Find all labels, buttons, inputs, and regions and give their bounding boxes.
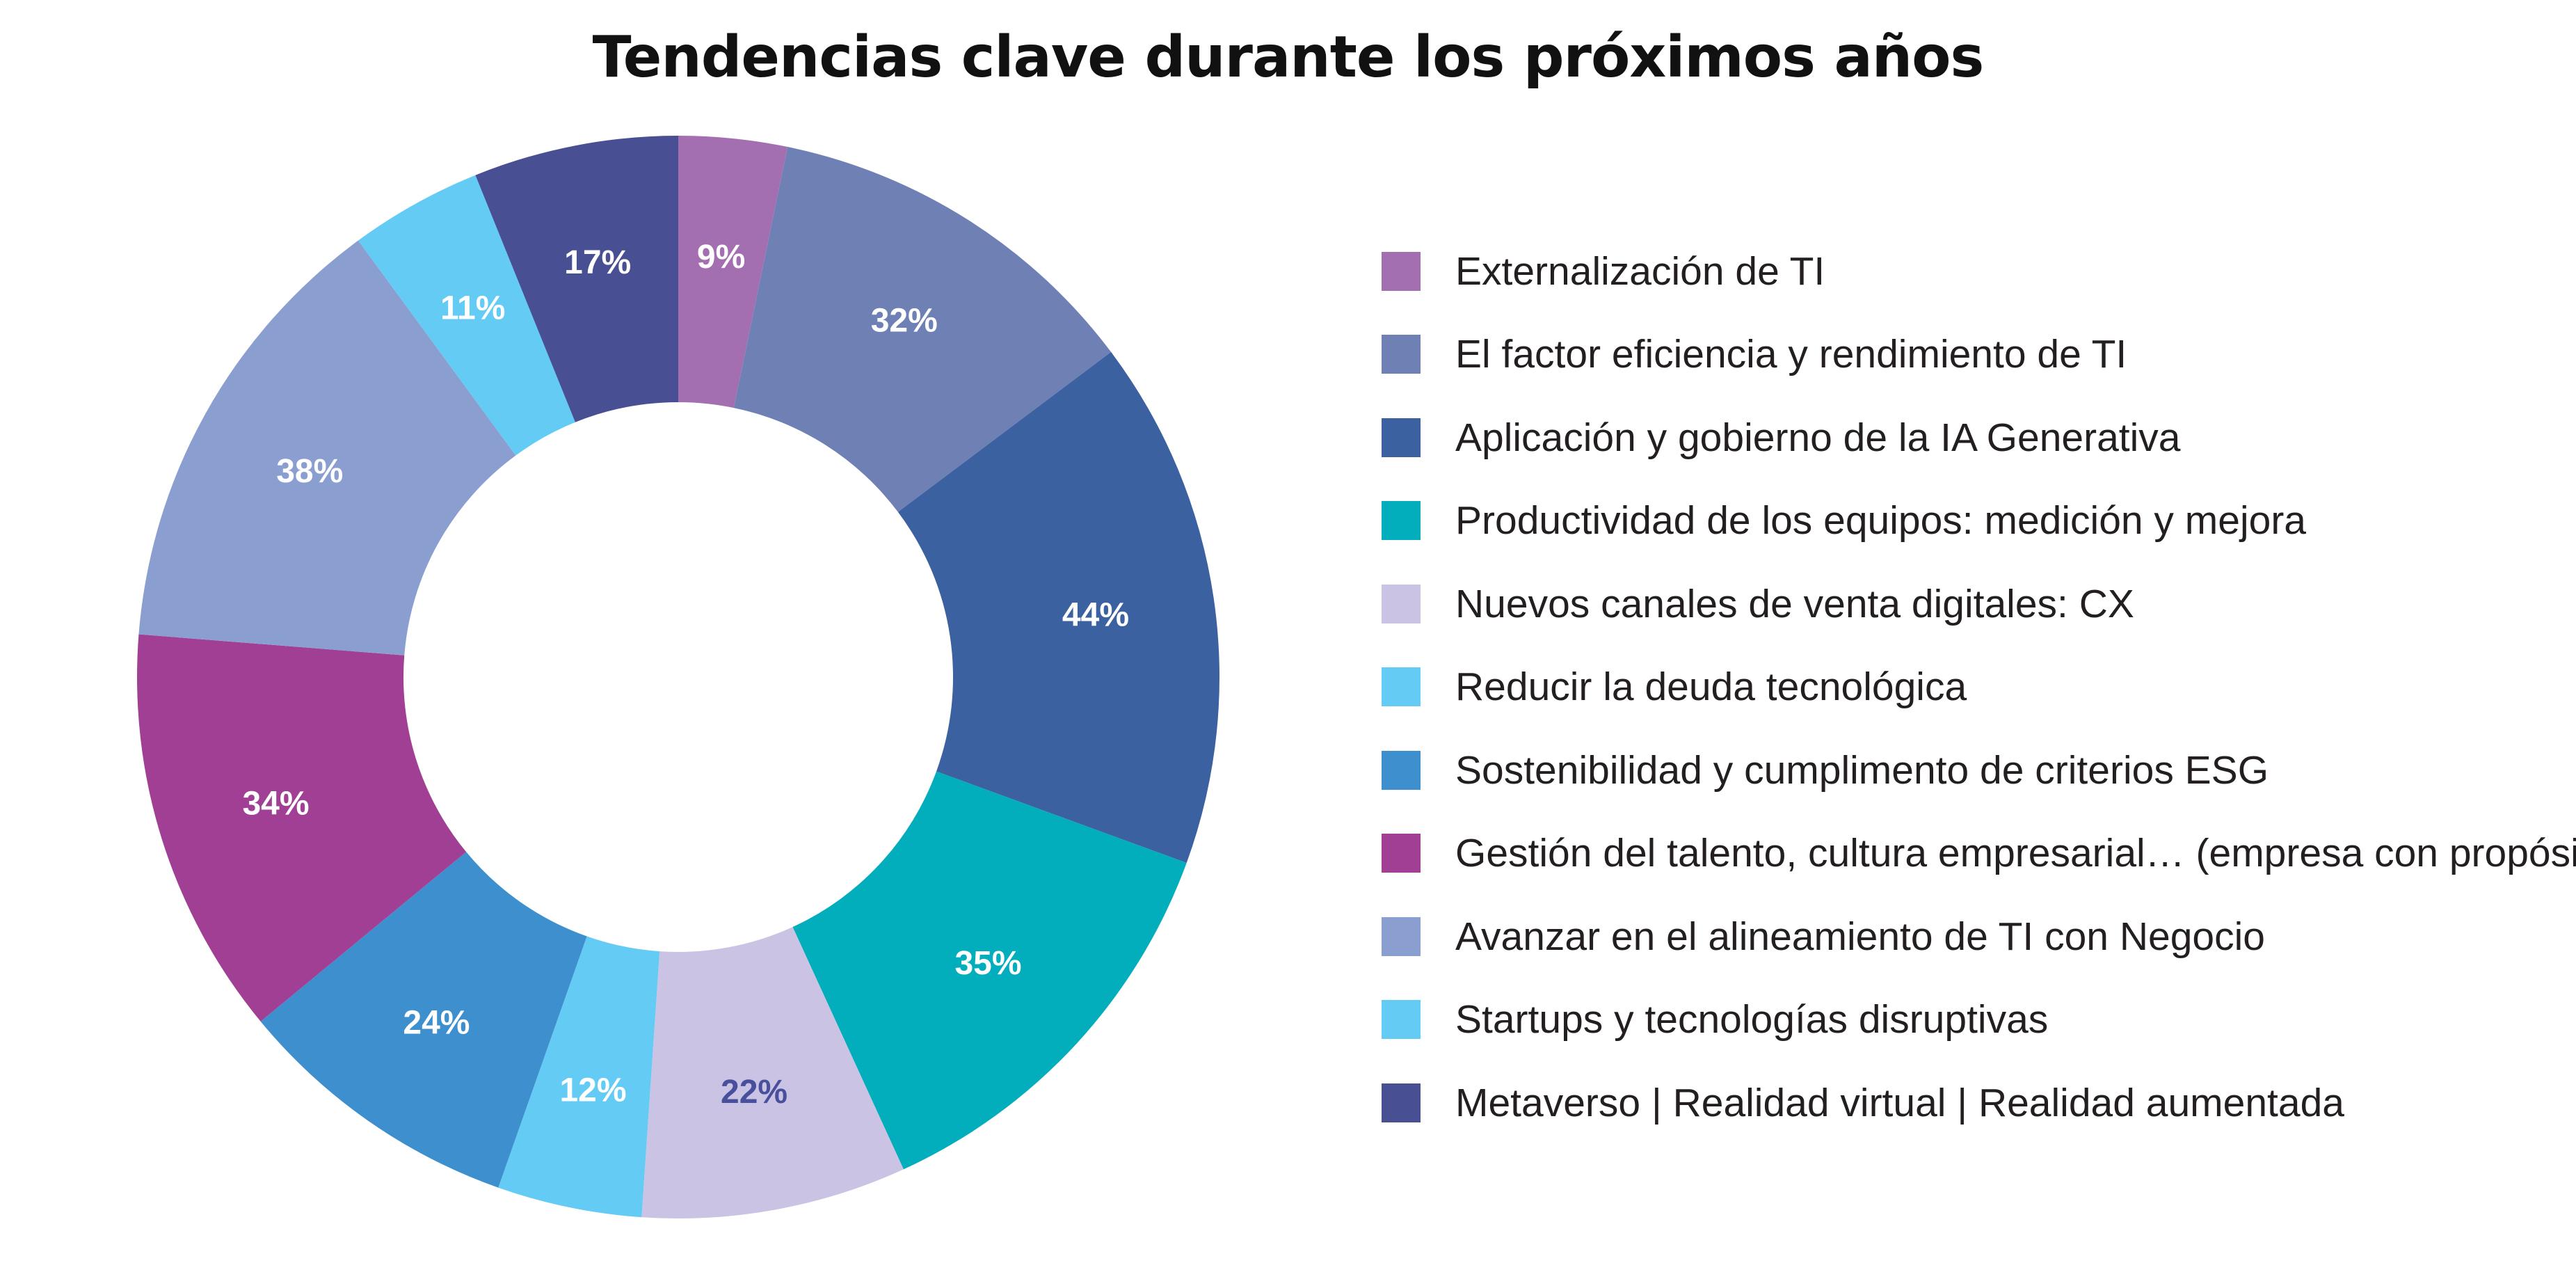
legend-item: Nuevos canales de venta digitales: CX [1382,562,2576,646]
legend-swatch [1382,335,1421,374]
donut-slice [498,936,660,1218]
legend-label: Externalización de TI [1455,248,1825,294]
chart-legend: Externalización de TI El factor eficienci… [1382,230,2576,1145]
slice-value-label: 9% [697,239,745,276]
legend-item: Metaverso | Realidad virtual | Realidad … [1382,1061,2576,1145]
slice-value-label: 17% [564,244,631,281]
slice-value-label: 44% [1062,597,1129,634]
slice-value-label: 35% [954,945,1021,982]
legend-item: Aplicación y gobierno de la IA Generativ… [1382,396,2576,479]
legend-label: Reducir la deuda tecnológica [1455,665,1967,710]
legend-item: Gestión del talento, cultura empresarial… [1382,812,2576,896]
legend-label: Aplicación y gobierno de la IA Generativ… [1455,415,2181,460]
legend-label: Nuevos canales de venta digitales: CX [1455,581,2134,626]
legend-swatch [1382,667,1421,707]
slice-value-label: 38% [276,453,343,490]
legend-label: Metaverso | Realidad virtual | Realidad … [1455,1080,2344,1125]
donut-slice [733,147,1112,512]
legend-swatch [1382,1000,1421,1040]
slice-value-label: 24% [403,1005,470,1042]
legend-swatch [1382,251,1421,291]
legend-item: El factor eficiencia y rendimiento de TI [1382,313,2576,397]
legend-swatch [1382,1083,1421,1122]
legend-label: Gestión del talento, cultura empresarial… [1455,831,2576,876]
legend-item: Productividad de los equipos: medición y… [1382,479,2576,563]
legend-swatch [1382,501,1421,541]
legend-item: Sostenibilidad y cumplimento de criterio… [1382,729,2576,812]
legend-label: El factor eficiencia y rendimiento de TI [1455,332,2127,377]
donut-slice [897,351,1219,864]
donut-slice [475,136,678,422]
donut-slice [678,136,788,408]
legend-swatch [1382,418,1421,457]
slice-value-label: 34% [242,786,309,823]
slice-value-label: 12% [559,1072,626,1109]
legend-item: Externalización de TI [1382,230,2576,313]
donut-slice [260,852,587,1188]
legend-item: Avanzar en el alineamiento de TI con Neg… [1382,895,2576,978]
slice-value-label: 11% [440,290,505,327]
donut-slice [138,240,516,656]
legend-label: Avanzar en el alineamiento de TI con Neg… [1455,914,2265,959]
donut-chart: 9% 32% 44% 35% 22% 12% 24% 34% 38% 11% 17% [136,136,1219,1218]
slice-value-label: 22% [721,1074,787,1111]
slice-value-label: 32% [871,302,938,339]
chart-title: Tendencias clave durante los próximos añ… [592,24,1985,90]
donut-slice [358,175,575,456]
legend-swatch [1382,834,1421,873]
legend-label: Startups y tecnologías disruptivas [1455,997,2049,1042]
legend-label: Sostenibilidad y cumplimento de criterio… [1455,747,2269,793]
legend-swatch [1382,584,1421,623]
legend-swatch [1382,916,1421,956]
legend-item: Reducir la deuda tecnológica [1382,646,2576,729]
donut-slice [641,927,904,1218]
donut-slice [792,771,1187,1170]
legend-swatch [1382,750,1421,790]
legend-item: Startups y tecnologías disruptivas [1382,978,2576,1062]
legend-label: Productividad de los equipos: medición y… [1455,498,2306,543]
donut-slice [136,634,467,1022]
